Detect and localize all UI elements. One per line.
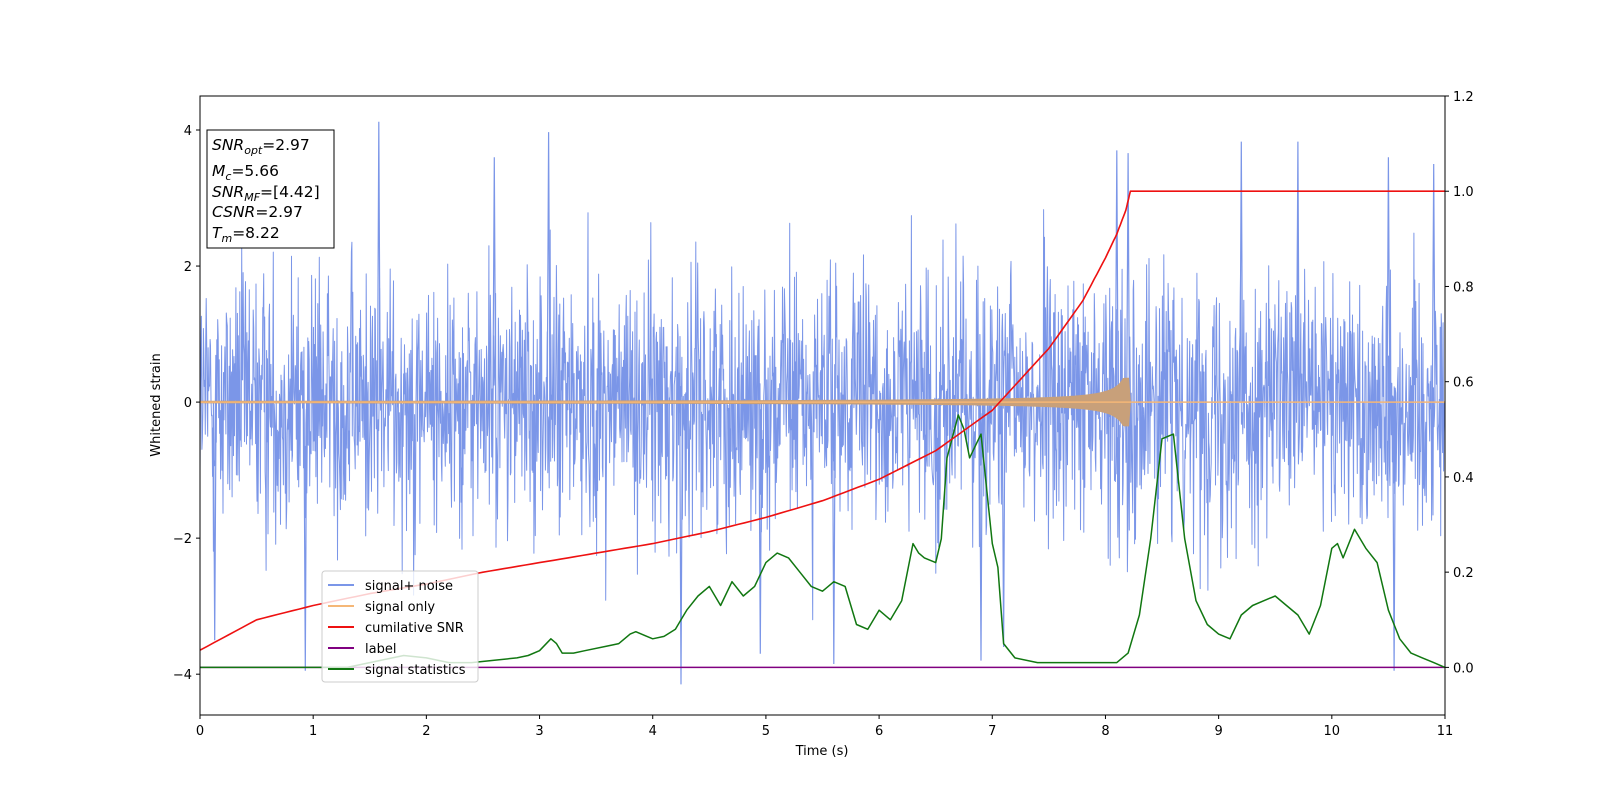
legend: signal+ noise signal only cumilative SNR la… (321, 570, 479, 683)
x-tick-label: 6 (875, 724, 883, 739)
series-signal-noise-peaks (212, 121, 1436, 685)
y2-tick-label: 1.0 (1453, 185, 1474, 200)
x-tick-label: 3 (535, 724, 543, 739)
x-tick-label: 0 (196, 724, 204, 739)
legend-label: signal statistics (365, 663, 466, 678)
y2-tick-label: 0.2 (1453, 566, 1474, 581)
plot-frame (199, 95, 1446, 716)
x-tick-label: 10 (1324, 724, 1341, 739)
y2-tick-label: 0.6 (1453, 376, 1474, 391)
y-axis-left: −4 −2 0 2 4 (173, 124, 200, 683)
x-tick-label: 9 (1214, 724, 1222, 739)
legend-label: signal only (365, 600, 435, 615)
series-signal-noise (200, 209, 1445, 621)
x-tick-label: 5 (762, 724, 770, 739)
legend-label: signal+ noise (365, 579, 453, 594)
x-tick-label: 8 (1101, 724, 1109, 739)
y2-tick-label: 1.2 (1453, 90, 1474, 105)
y-axis-right: 0.0 0.2 0.4 0.6 0.8 1.0 1.2 (1445, 90, 1474, 676)
x-tick-label: 1 (309, 724, 317, 739)
info-box-line: SNRopt=2.97 (212, 136, 310, 157)
x-axis: 0 1 2 3 4 5 6 7 8 9 10 11 (196, 715, 1453, 739)
series-signal-statistics (200, 414, 1445, 669)
y-tick-label: −4 (173, 668, 192, 683)
y-tick-label: 4 (184, 124, 192, 139)
legend-label: label (365, 642, 396, 657)
y2-tick-label: 0.0 (1453, 661, 1474, 676)
info-box-line: SNRMF=[4.42] (212, 183, 320, 204)
x-tick-label: 7 (988, 724, 996, 739)
legend-label: cumilative SNR (365, 621, 464, 636)
x-axis-label: Time (s) (795, 744, 849, 759)
x-tick-label: 2 (422, 724, 430, 739)
y-tick-label: 0 (184, 396, 192, 411)
plot-series (200, 121, 1445, 685)
y2-tick-label: 0.8 (1453, 280, 1474, 295)
y-tick-label: 2 (184, 260, 192, 275)
y-tick-label: −2 (173, 532, 192, 547)
info-box-line: Mc=5.66 (212, 162, 279, 183)
x-tick-label: 4 (649, 724, 657, 739)
x-tick-label: 11 (1437, 724, 1454, 739)
y-axis-label: Whitened strain (149, 353, 164, 456)
info-box-line: Tm=8.22 (212, 224, 280, 245)
info-box-line: CSNR=2.97 (212, 203, 303, 221)
y2-tick-label: 0.4 (1453, 471, 1474, 486)
